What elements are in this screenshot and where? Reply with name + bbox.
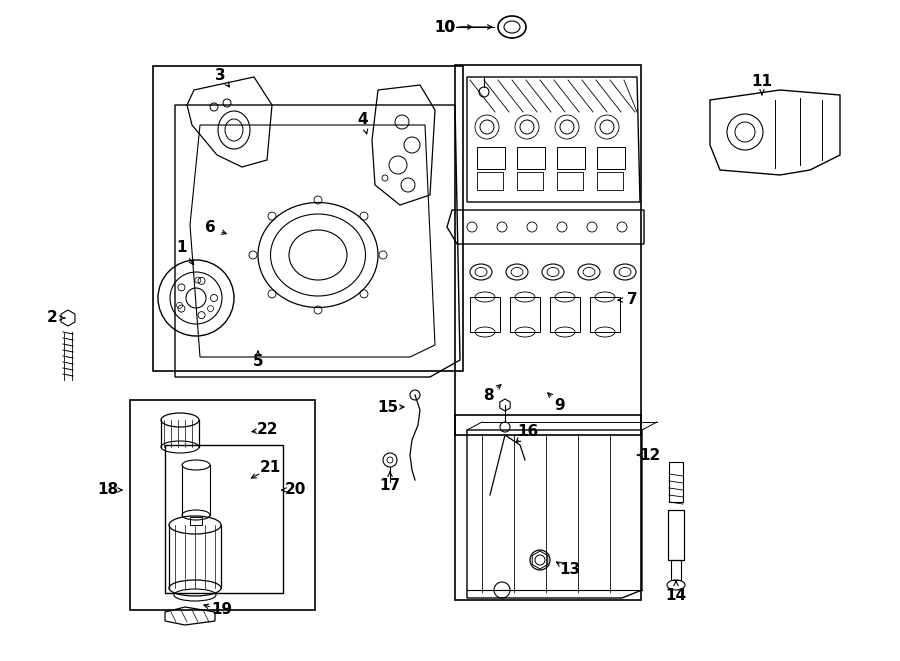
Text: 20: 20 [284,483,306,498]
Text: 14: 14 [665,588,687,602]
Bar [153,66,463,371]
Text: 12: 12 [639,447,661,463]
Text: 6: 6 [204,221,215,235]
Bar [557,172,583,190]
Bar [455,415,641,600]
Bar [597,172,623,190]
Text: 19: 19 [212,602,232,617]
Bar [517,147,545,169]
Text: 4: 4 [357,112,368,128]
Bar [557,147,585,169]
Bar [130,400,315,610]
Text: 13: 13 [560,563,580,578]
Bar [477,172,503,190]
Text: 2: 2 [47,311,58,325]
Bar [590,297,620,332]
Text: 7: 7 [626,293,637,307]
Bar [669,462,683,502]
Bar [668,510,684,560]
Bar [165,445,283,593]
Text: 8: 8 [482,389,493,403]
Bar [477,147,505,169]
Text: 1: 1 [176,241,187,256]
Text: 3: 3 [215,67,225,83]
Text: 10: 10 [435,20,455,34]
Bar [550,297,580,332]
Bar [517,172,543,190]
Bar [597,147,625,169]
Text: 17: 17 [380,477,400,492]
Bar [190,517,202,525]
Bar [510,297,540,332]
Bar [455,65,641,435]
Bar [671,560,681,580]
Text: 22: 22 [257,422,279,438]
Text: 10: 10 [435,20,455,34]
Bar [470,297,500,332]
Text: 21: 21 [259,461,281,475]
Text: 11: 11 [752,75,772,89]
Text: 18: 18 [97,483,119,498]
Text: 9: 9 [554,397,565,412]
Text: 16: 16 [518,424,538,440]
Text: 15: 15 [377,399,399,414]
Text: 5: 5 [253,354,264,369]
